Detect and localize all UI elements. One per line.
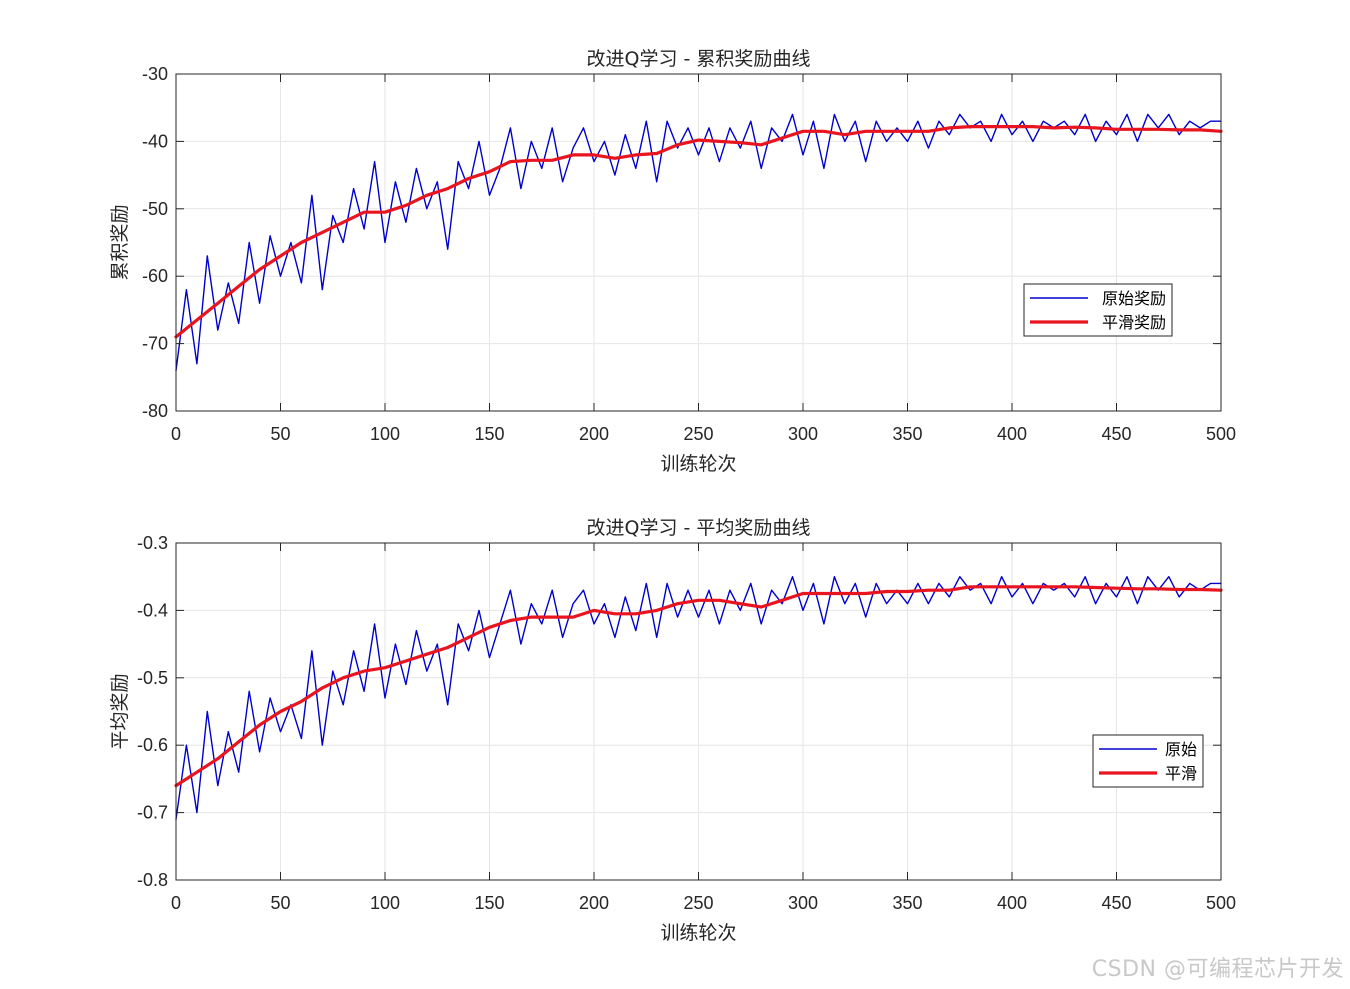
smoothed-series-line xyxy=(174,585,1223,788)
legend-box xyxy=(1092,734,1204,788)
y-axis-label: 累积奖励 xyxy=(109,204,131,280)
x-tick-label: 0 xyxy=(171,893,181,913)
x-tick-label: 500 xyxy=(1206,893,1236,913)
x-tick-label: 350 xyxy=(892,893,922,913)
y-tick-label: -60 xyxy=(142,266,168,286)
x-tick-label: 450 xyxy=(1101,424,1131,444)
x-tick-label: 250 xyxy=(683,893,713,913)
y-tick-label: -0.7 xyxy=(137,803,168,823)
raw-series-line xyxy=(175,113,1222,372)
chart-1: 0 50 100 150 200 250 300 350 400 450 500 -30 -40 -50 -… xyxy=(109,48,1236,475)
y-tick-label: -40 xyxy=(142,131,168,151)
x-tick-label: 0 xyxy=(171,424,181,444)
x-tick-label: 150 xyxy=(474,893,504,913)
y-axis-label: 平均奖励 xyxy=(109,673,131,749)
grid xyxy=(175,73,1222,412)
x-tick-label: 400 xyxy=(997,893,1027,913)
chart-title: 改进Q学习 - 累积奖励曲线 xyxy=(587,48,811,70)
x-axis-label: 训练轮次 xyxy=(660,453,736,475)
legend-label: 平滑 xyxy=(1165,764,1197,783)
x-tick-label: 250 xyxy=(683,424,713,444)
x-tick-label: 300 xyxy=(788,424,818,444)
x-tick-label: 200 xyxy=(579,424,609,444)
y-tick-label: -0.5 xyxy=(137,668,168,688)
y-tick-label: -0.4 xyxy=(137,600,168,620)
y-tick-label: -50 xyxy=(142,199,168,219)
x-tick-label: 100 xyxy=(370,424,400,444)
x-tick-label: 300 xyxy=(788,893,818,913)
x-tick-label: 200 xyxy=(579,893,609,913)
x-axis-label: 训练轮次 xyxy=(660,922,736,944)
x-tick-label: 50 xyxy=(270,424,290,444)
grid xyxy=(175,542,1222,881)
x-tick-label: 400 xyxy=(997,424,1027,444)
legend-label: 原始 xyxy=(1165,740,1197,759)
smoothed-series-line xyxy=(174,124,1223,339)
chart-title: 改进Q学习 - 平均奖励曲线 xyxy=(587,517,811,539)
legend-label: 平滑奖励 xyxy=(1102,313,1166,332)
x-tick-label: 500 xyxy=(1206,424,1236,444)
y-tick-label: -0.3 xyxy=(137,533,168,553)
y-tick-label: -30 xyxy=(142,64,168,84)
watermark: CSDN @可编程芯片开发 xyxy=(1091,957,1344,982)
legend-label: 原始奖励 xyxy=(1102,289,1166,308)
x-tick-label: 450 xyxy=(1101,893,1131,913)
x-tick-label: 50 xyxy=(270,893,290,913)
x-tick-label: 350 xyxy=(892,424,922,444)
x-tick-label: 150 xyxy=(474,424,504,444)
x-tick-label: 100 xyxy=(370,893,400,913)
legend-box xyxy=(1023,283,1173,337)
y-tick-label: -80 xyxy=(142,401,168,421)
chart-2: 0 50 100 150 200 250 300 350 400 450 500 -0.3 -0.4 -0… xyxy=(109,517,1236,944)
y-tick-label: -0.8 xyxy=(137,870,168,890)
y-tick-label: -0.6 xyxy=(137,735,168,755)
y-tick-label: -70 xyxy=(142,334,168,354)
